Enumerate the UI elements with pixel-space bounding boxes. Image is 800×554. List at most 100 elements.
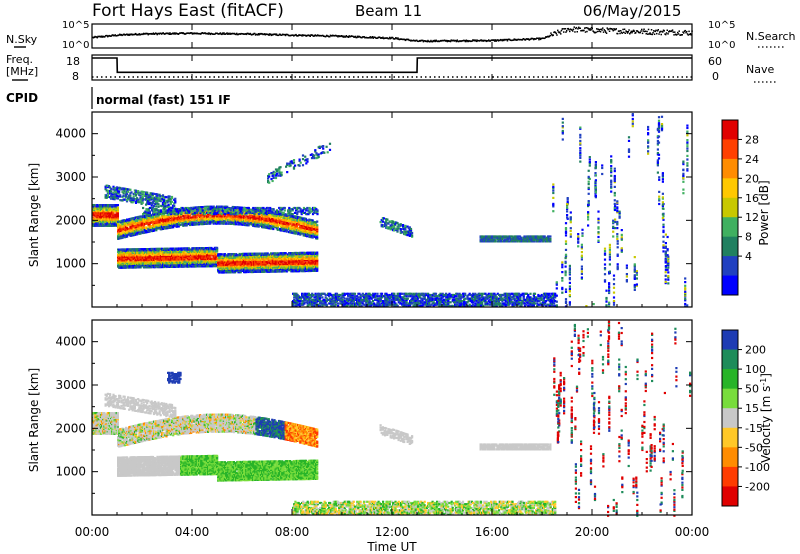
noise-point [397, 37, 399, 39]
scatter-cell [283, 260, 286, 263]
scatter-cell [127, 265, 130, 268]
scatter-cell [213, 251, 216, 254]
noise-point [562, 28, 564, 30]
noise-point [127, 34, 129, 36]
noise-point [151, 33, 153, 35]
noise-point [499, 39, 501, 42]
scatter-cell [106, 224, 109, 227]
scatter-cell [93, 205, 96, 208]
noise-point [578, 27, 581, 29]
scatter-cell [227, 215, 230, 218]
scatter-cell [213, 261, 216, 264]
noise-point [476, 40, 478, 43]
scatter-cell [316, 262, 319, 265]
scatter-cell [209, 217, 212, 220]
scatter-cell [231, 266, 234, 269]
scatter-cell [123, 232, 126, 235]
scatter-cell [263, 223, 266, 227]
scatter-cell [256, 262, 259, 265]
scatter-cell [219, 259, 222, 262]
noise-point [523, 38, 525, 40]
scatter-cell [282, 257, 285, 260]
scatter-cell [216, 248, 219, 251]
scatter-cell [174, 252, 177, 255]
noise-point [221, 33, 223, 36]
noise-point [160, 32, 162, 35]
scatter-cell [118, 259, 121, 262]
scatter-cell [263, 253, 266, 256]
scatter-cell [110, 210, 113, 213]
noise-point [508, 38, 510, 40]
scatter-cell [238, 223, 241, 226]
scatter-cell [106, 216, 109, 219]
scatter-cell [182, 251, 185, 254]
scatter-cell [238, 252, 241, 256]
scatter-cell [294, 267, 297, 270]
scatter-cell [209, 262, 212, 265]
noise-point [560, 29, 563, 32]
scatter-cell [123, 250, 126, 253]
scatter-cell [303, 263, 306, 267]
noise-point [106, 34, 108, 37]
noise-left-tick-top: 10^5 [62, 20, 89, 31]
scatter-cell [245, 214, 248, 217]
scatter-cell [290, 261, 293, 264]
scatter-cell [249, 216, 252, 219]
scatter-cell [190, 220, 193, 223]
scatter-cell [245, 256, 248, 259]
scatter-cell [103, 216, 106, 219]
noise-point [671, 30, 673, 32]
scatter-cell [247, 260, 250, 263]
noise-point [284, 33, 286, 36]
scatter-cell [132, 255, 135, 258]
noise-point [228, 33, 230, 35]
scatter-cell [200, 248, 203, 251]
noise-point [452, 39, 455, 42]
scatter-cell [123, 233, 126, 236]
scatter-cell [115, 215, 118, 218]
noise-point [683, 32, 685, 34]
scatter-cell [137, 230, 140, 233]
scatter-cell [199, 259, 202, 262]
scatter-cell [263, 257, 266, 260]
scatter-cell [213, 263, 216, 266]
scatter-cell [195, 264, 198, 267]
noise-point [586, 30, 588, 33]
scatter-cell [168, 264, 171, 267]
noise-point [260, 33, 262, 35]
scatter-cell [245, 258, 248, 261]
scatter-cell [208, 248, 211, 251]
noise-point [551, 33, 553, 36]
noise-point [176, 32, 179, 35]
scatter-cell [181, 221, 184, 224]
scatter-cell [132, 217, 135, 220]
noise-point [389, 36, 391, 39]
scatter-cell [150, 225, 153, 228]
scatter-cell [164, 258, 167, 261]
noise-point [142, 33, 144, 36]
scatter-cell [205, 216, 209, 219]
nave-tick-top: 60 [708, 55, 722, 68]
noise-point [223, 32, 225, 34]
noise-point [533, 38, 535, 41]
scatter-cell [240, 260, 243, 263]
noise-point [684, 29, 686, 32]
scatter-cell [204, 260, 207, 263]
noise-point [606, 27, 608, 29]
scatter-cell [254, 269, 257, 272]
scatter-cell [158, 264, 161, 267]
scatter-cell [111, 216, 114, 219]
noise-point [527, 38, 530, 40]
noise-point [122, 34, 124, 36]
scatter-cell [307, 255, 310, 258]
scatter-cell [159, 250, 162, 253]
noise-point [518, 39, 521, 41]
scatter-cell [254, 219, 257, 222]
noise-point [500, 39, 503, 41]
scatter-cell [118, 249, 121, 252]
scatter-cell [164, 248, 167, 252]
scatter-cell [163, 265, 166, 269]
scatter-cell [259, 267, 263, 270]
noise-point [305, 35, 307, 37]
scatter-cell [257, 214, 260, 217]
